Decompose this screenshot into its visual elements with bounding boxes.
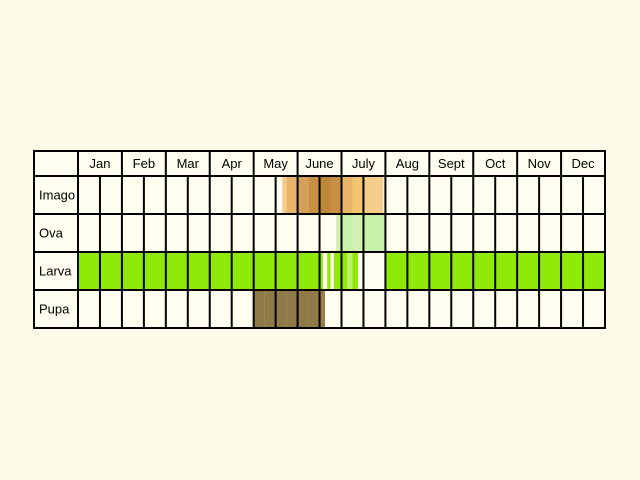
fill-ova-1 [341,215,353,251]
month-header-jan: Jan [89,156,110,171]
stage-label-larva: Larva [39,264,72,279]
fill-larva-5 [352,253,358,289]
fill-imago-8 [363,177,375,213]
fill-larva-1 [327,253,331,289]
fill-imago-1 [286,177,298,213]
month-header-oct: Oct [485,156,506,171]
fill-pupa-5 [308,291,320,327]
fill-imago-3 [308,177,320,213]
fill-pupa-4 [297,291,309,327]
month-header-apr: Apr [222,156,243,171]
month-header-july: July [352,156,376,171]
month-header-dec: Dec [571,156,595,171]
fill-larva-2 [333,253,342,289]
fill-imago-9 [374,177,384,213]
stage-label-pupa: Pupa [39,302,70,317]
fill-pupa-3 [286,291,298,327]
grid-lines [33,150,606,329]
fill-imago-5 [330,177,342,213]
month-header-may: May [263,156,288,171]
fill-ova-3 [363,215,375,251]
fill-pupa-2 [275,291,287,327]
fill-imago-0 [282,177,287,213]
month-header-aug: Aug [396,156,419,171]
fill-larva-3 [341,253,347,289]
fill-larva-4 [346,253,353,289]
month-header-sept: Sept [438,156,465,171]
fill-imago-7 [352,177,364,213]
fill-pupa-0 [253,291,265,327]
fill-larva-0 [78,253,323,289]
fill-ova-2 [352,215,364,251]
month-header-june: June [305,156,333,171]
fill-ova-0 [336,215,342,251]
month-header-nov: Nov [528,156,552,171]
stage-label-imago: Imago [39,188,75,203]
month-header-mar: Mar [177,156,200,171]
month-header-feb: Feb [133,156,155,171]
fill-imago-6 [341,177,353,213]
fill-pupa-1 [264,291,276,327]
fill-ova-4 [374,215,386,251]
stage-label-ova: Ova [39,226,64,241]
fill-imago-2 [297,177,309,213]
fill-imago-4 [319,177,331,213]
fill-pupa-6 [319,291,326,327]
